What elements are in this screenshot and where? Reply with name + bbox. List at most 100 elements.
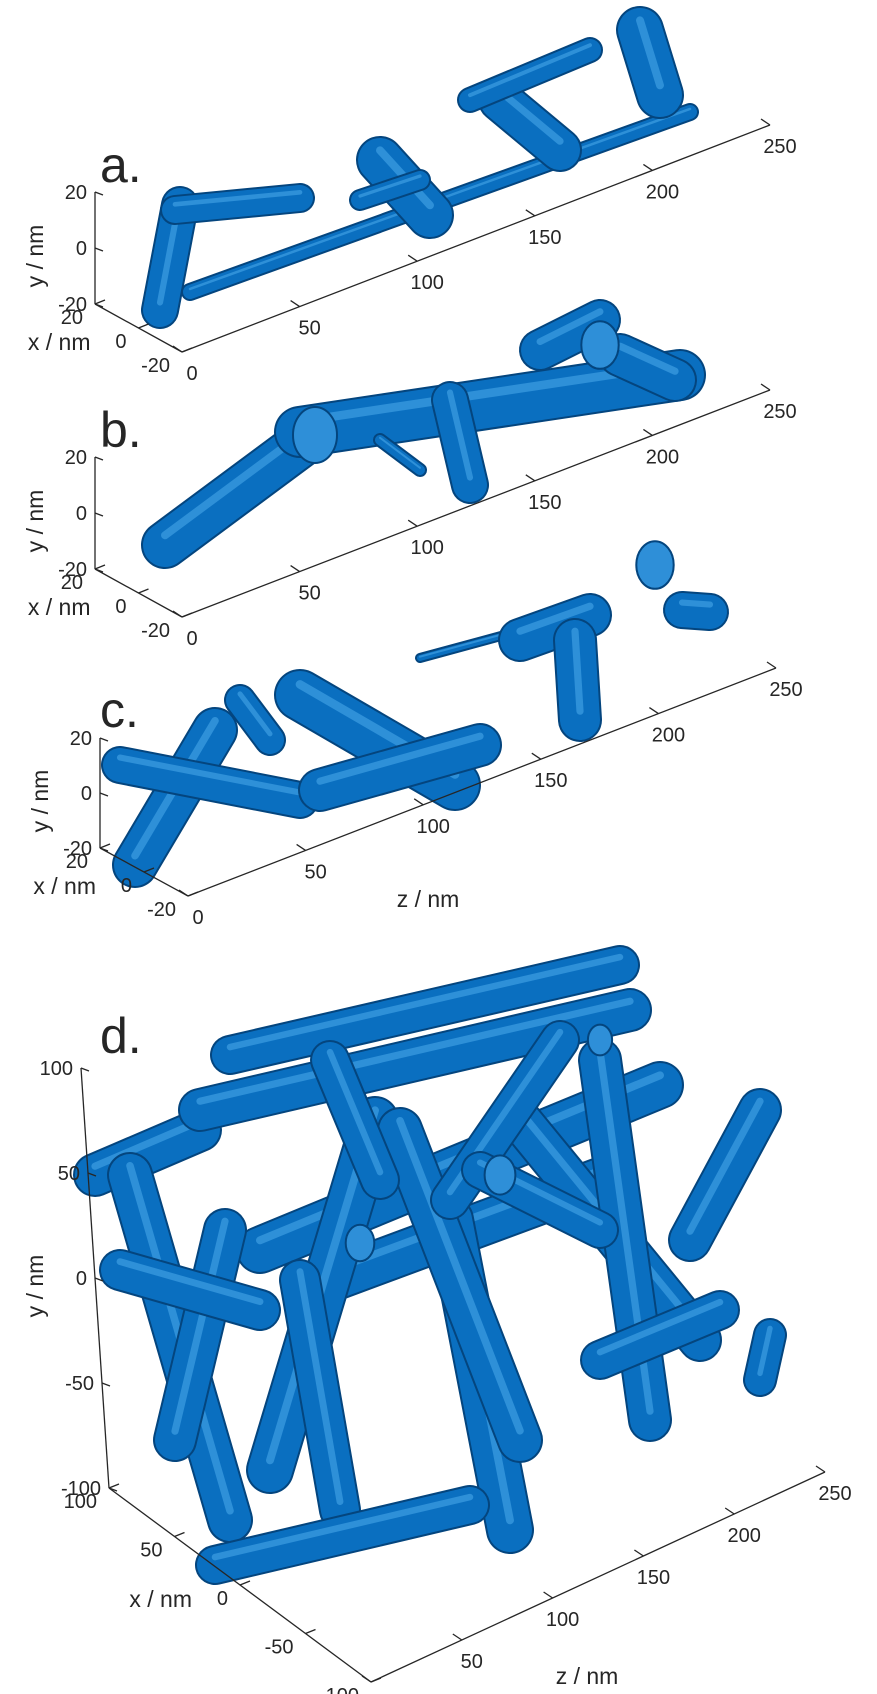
isosurface-tube	[351, 171, 429, 209]
z-tick	[361, 1675, 372, 1683]
isosurface-tube-highlight	[616, 342, 679, 375]
z-axis-line	[370, 1471, 826, 1683]
z-tick	[407, 519, 418, 527]
z-tick-label: 0	[192, 907, 203, 929]
panel-label: c.	[100, 682, 139, 738]
isosurface-tube-highlight	[636, 16, 664, 90]
x-tick-label: -50	[265, 1637, 294, 1659]
y-tick	[94, 512, 104, 517]
isosurface-tube	[276, 351, 704, 456]
z-tick-label: 150	[528, 492, 561, 514]
z-tick	[407, 254, 418, 262]
y-axis-label: y / nm	[22, 225, 48, 288]
y-tick-label: -20	[58, 559, 87, 581]
x-tick-label: -20	[141, 355, 170, 377]
y-tick-label: -20	[58, 294, 87, 316]
z-tick-label: 50	[298, 318, 320, 340]
isosurface-tube-highlight	[757, 1325, 773, 1377]
z-tick	[290, 565, 300, 573]
y-tick	[87, 1172, 97, 1177]
isosurface-tube-cap	[483, 1154, 517, 1196]
z-tick-label: 100	[411, 537, 444, 559]
z-tick-label: 200	[652, 725, 685, 747]
isosurface-tube	[670, 1090, 780, 1260]
isosurface-tube	[480, 80, 580, 170]
x-tick	[143, 867, 155, 873]
isosurface-tube-highlight	[468, 43, 592, 98]
z-tick	[172, 610, 183, 618]
x-tick	[305, 1628, 316, 1635]
z-tick	[525, 474, 536, 482]
x-tick-label: 100	[64, 1491, 97, 1513]
isosurface-tube-highlight	[358, 174, 422, 198]
panel-label: b.	[100, 402, 142, 458]
y-tick	[99, 847, 109, 852]
z-tick-label: 50	[461, 1651, 483, 1673]
isosurface-tube-highlight	[326, 1048, 384, 1176]
isosurface-tube-highlight	[516, 602, 594, 635]
isosurface-tube-cap	[344, 1223, 376, 1263]
z-axis-line	[181, 124, 771, 353]
isosurface-tube-highlight	[91, 1117, 204, 1170]
x-axis-label: x / nm	[129, 1586, 192, 1612]
isosurface-tube	[103, 748, 317, 817]
x-tick-label: 0	[115, 331, 126, 353]
isosurface-tube-highlight	[116, 754, 304, 796]
y-tick-label: -20	[63, 838, 92, 860]
x-tick	[138, 588, 149, 594]
z-tick	[766, 661, 777, 669]
z-tick-label: 250	[763, 136, 796, 158]
z-tick-label: 200	[646, 181, 679, 203]
z-tick-label: 250	[769, 679, 802, 701]
isosurface-tube-highlight	[211, 1493, 474, 1561]
isosurface-tube-highlight	[686, 1097, 764, 1235]
z-tick-label: 100	[411, 272, 444, 294]
chart-panel-d: 100500-50-100100500-50-10005010015020025…	[22, 1008, 852, 1694]
y-tick	[94, 568, 104, 573]
isosurface-tube-cap	[292, 406, 338, 464]
y-tick	[94, 303, 104, 308]
y-axis-label: y / nm	[22, 1255, 48, 1318]
z-tick-label: 50	[304, 861, 326, 883]
isosurface-tube-highlight	[116, 1258, 264, 1306]
x-tick	[181, 347, 193, 353]
x-tick	[174, 1531, 185, 1538]
isosurface-tube-highlight	[571, 627, 584, 715]
y-tick	[94, 247, 104, 252]
z-tick	[543, 1591, 553, 1599]
isosurface-tube	[101, 1251, 279, 1329]
y-tick	[94, 456, 104, 461]
y-tick	[94, 1277, 104, 1282]
isosurface-tube-cap	[580, 320, 620, 370]
isosurface-tube	[600, 335, 695, 400]
z-tick	[413, 798, 424, 806]
z-tick	[296, 843, 306, 851]
y-tick-label: -100	[61, 1478, 101, 1500]
x-tick	[138, 323, 149, 329]
x-tick-label: 20	[61, 572, 83, 594]
x-tick-label: 0	[121, 875, 132, 897]
isosurface-tube	[114, 709, 236, 886]
z-tick	[643, 428, 653, 436]
y-tick-label: 0	[81, 783, 92, 805]
y-tick-label: 20	[70, 728, 92, 750]
y-tick-label: 20	[65, 182, 87, 204]
z-tick-label: 200	[728, 1525, 761, 1547]
y-tick	[99, 792, 109, 797]
z-tick-label: 200	[646, 446, 679, 468]
x-tick	[187, 891, 199, 897]
isosurface-tube	[582, 1292, 738, 1378]
z-tick-label: 100	[546, 1609, 579, 1631]
x-tick-label: -20	[141, 620, 170, 642]
isosurface-tube-cap	[635, 540, 675, 590]
y-tick-label: 20	[65, 447, 87, 469]
z-tick-label: 0	[186, 628, 197, 650]
isosurface-tube	[459, 39, 601, 111]
z-tick	[531, 752, 542, 760]
y-tick-label: 0	[76, 238, 87, 260]
y-tick	[99, 737, 109, 742]
isosurface-tube-highlight	[171, 1217, 229, 1435]
isosurface-tube-highlight	[536, 308, 604, 346]
